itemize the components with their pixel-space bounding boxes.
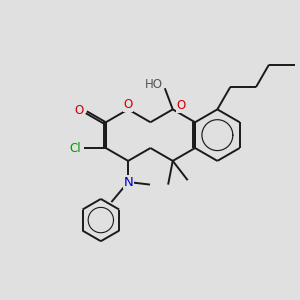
Text: O: O [75, 104, 84, 117]
Text: N: N [123, 176, 133, 188]
Text: HO: HO [145, 78, 163, 91]
Text: O: O [177, 99, 186, 112]
Text: Cl: Cl [69, 142, 81, 154]
Text: O: O [124, 98, 133, 111]
